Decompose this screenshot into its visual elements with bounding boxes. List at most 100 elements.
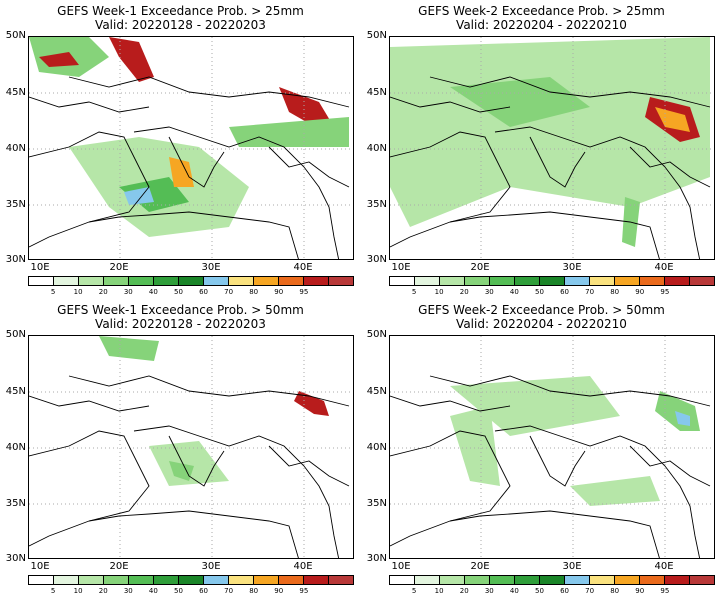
probability-area [119, 177, 189, 212]
colorbar-label: 95 [660, 288, 670, 296]
colorbar-label: 10 [73, 288, 83, 296]
colorbar-swatch [229, 576, 254, 584]
lon-label: 10E [30, 561, 50, 572]
map-panel-2: GEFS Week-2 Exceedance Prob. > 25mm Valid… [361, 0, 722, 299]
colorbar-swatch [179, 576, 204, 584]
colorbar-swatch [590, 576, 615, 584]
lat-label: 50N [5, 329, 26, 340]
colorbar-label: 80 [249, 288, 259, 296]
panel-title: GEFS Week-1 Exceedance Prob. > 50mm [57, 303, 304, 317]
colorbar-label: 60 [199, 288, 208, 296]
colorbar-label: 60 [199, 587, 208, 595]
probability-area [229, 117, 349, 147]
colorbar-swatch [29, 576, 54, 584]
colorbar-swatch [665, 277, 690, 285]
probability-map [28, 36, 354, 260]
lat-label: 40N [366, 442, 387, 453]
colorbar-swatch [640, 277, 665, 285]
lon-label: 40E [654, 561, 674, 572]
colorbar-label: 20 [459, 587, 469, 595]
map-panel-4: GEFS Week-2 Exceedance Prob. > 50mm Valid… [361, 299, 722, 598]
probability-map [389, 36, 715, 260]
coastline [449, 211, 660, 259]
colorbar-swatch [515, 576, 540, 584]
coastline [133, 126, 340, 259]
lat-label: 30N [366, 553, 387, 564]
lat-label: 40N [5, 143, 26, 154]
probability-area [124, 187, 154, 205]
coastline [29, 96, 150, 113]
colorbar-swatch [104, 277, 129, 285]
colorbar-label: 70 [585, 288, 595, 296]
coastline [29, 131, 150, 248]
colorbar-label: 20 [98, 587, 108, 595]
colorbar-swatch [304, 576, 329, 584]
lon-label: 10E [391, 262, 411, 273]
colorbar-label: 40 [148, 288, 158, 296]
lat-label: 45N [366, 386, 387, 397]
colorbar-label: 10 [73, 587, 83, 595]
colorbar-swatch [465, 277, 490, 285]
colorbar-label: 80 [610, 587, 620, 595]
colorbar-label: 80 [610, 288, 620, 296]
lat-label: 30N [5, 553, 26, 564]
colorbar-swatch [304, 277, 329, 285]
colorbar-swatch [415, 576, 440, 584]
colorbar-swatch [154, 576, 179, 584]
colorbar-label: 5 [411, 288, 417, 296]
colorbar-swatch [329, 576, 353, 584]
coastline [529, 435, 586, 487]
panel-valid-dates: Valid: 20220128 - 20220203 [95, 317, 266, 331]
lon-label: 30E [201, 262, 221, 273]
colorbar-swatch [254, 277, 279, 285]
probability-area [39, 52, 79, 67]
colorbar-label: 70 [585, 587, 595, 595]
colorbar-label: 20 [98, 288, 108, 296]
map-panel-3: GEFS Week-1 Exceedance Prob. > 50mm Valid… [0, 299, 361, 598]
colorbar-label: 30 [484, 288, 494, 296]
colorbar-label: 10 [434, 288, 444, 296]
panel-title: GEFS Week-2 Exceedance Prob. > 25mm [418, 4, 665, 18]
coastline [168, 435, 225, 487]
colorbar-swatch [490, 277, 515, 285]
colorbar-swatch [690, 277, 714, 285]
colorbar-swatch [540, 277, 565, 285]
coastline [390, 96, 511, 113]
colorbar-swatch [390, 277, 415, 285]
colorbar-swatch [415, 277, 440, 285]
colorbar-swatch [329, 277, 353, 285]
colorbar-swatch [565, 576, 590, 584]
colorbar-swatch [465, 576, 490, 584]
lat-label: 50N [5, 30, 26, 41]
lat-label: 45N [5, 87, 26, 98]
coastline [133, 425, 340, 558]
colorbar [28, 575, 354, 585]
coastline [449, 510, 660, 558]
colorbar-swatch [540, 576, 565, 584]
coastline [268, 445, 350, 487]
coastline [390, 430, 511, 547]
coastline [629, 146, 711, 188]
colorbar-swatch [690, 576, 714, 584]
lat-label: 35N [5, 498, 26, 509]
colorbar-label: 80 [249, 587, 259, 595]
colorbar-label: 50 [534, 288, 544, 296]
probability-area [655, 391, 700, 431]
colorbar-swatch [390, 576, 415, 584]
lon-label: 30E [562, 561, 582, 572]
probability-area [294, 391, 329, 416]
coastline [390, 131, 511, 248]
colorbar-swatch [79, 576, 104, 584]
colorbar-label: 70 [224, 288, 234, 296]
coastline [529, 136, 586, 188]
lat-label: 30N [366, 254, 387, 265]
panel-title: GEFS Week-2 Exceedance Prob. > 50mm [418, 303, 665, 317]
colorbar-swatch [665, 576, 690, 584]
colorbar-label: 40 [509, 587, 519, 595]
probability-area [675, 411, 690, 426]
lon-label: 20E [470, 561, 490, 572]
colorbar-label: 60 [560, 288, 569, 296]
colorbar-swatch [279, 277, 304, 285]
lat-label: 50N [366, 329, 387, 340]
colorbar-swatch [54, 277, 79, 285]
